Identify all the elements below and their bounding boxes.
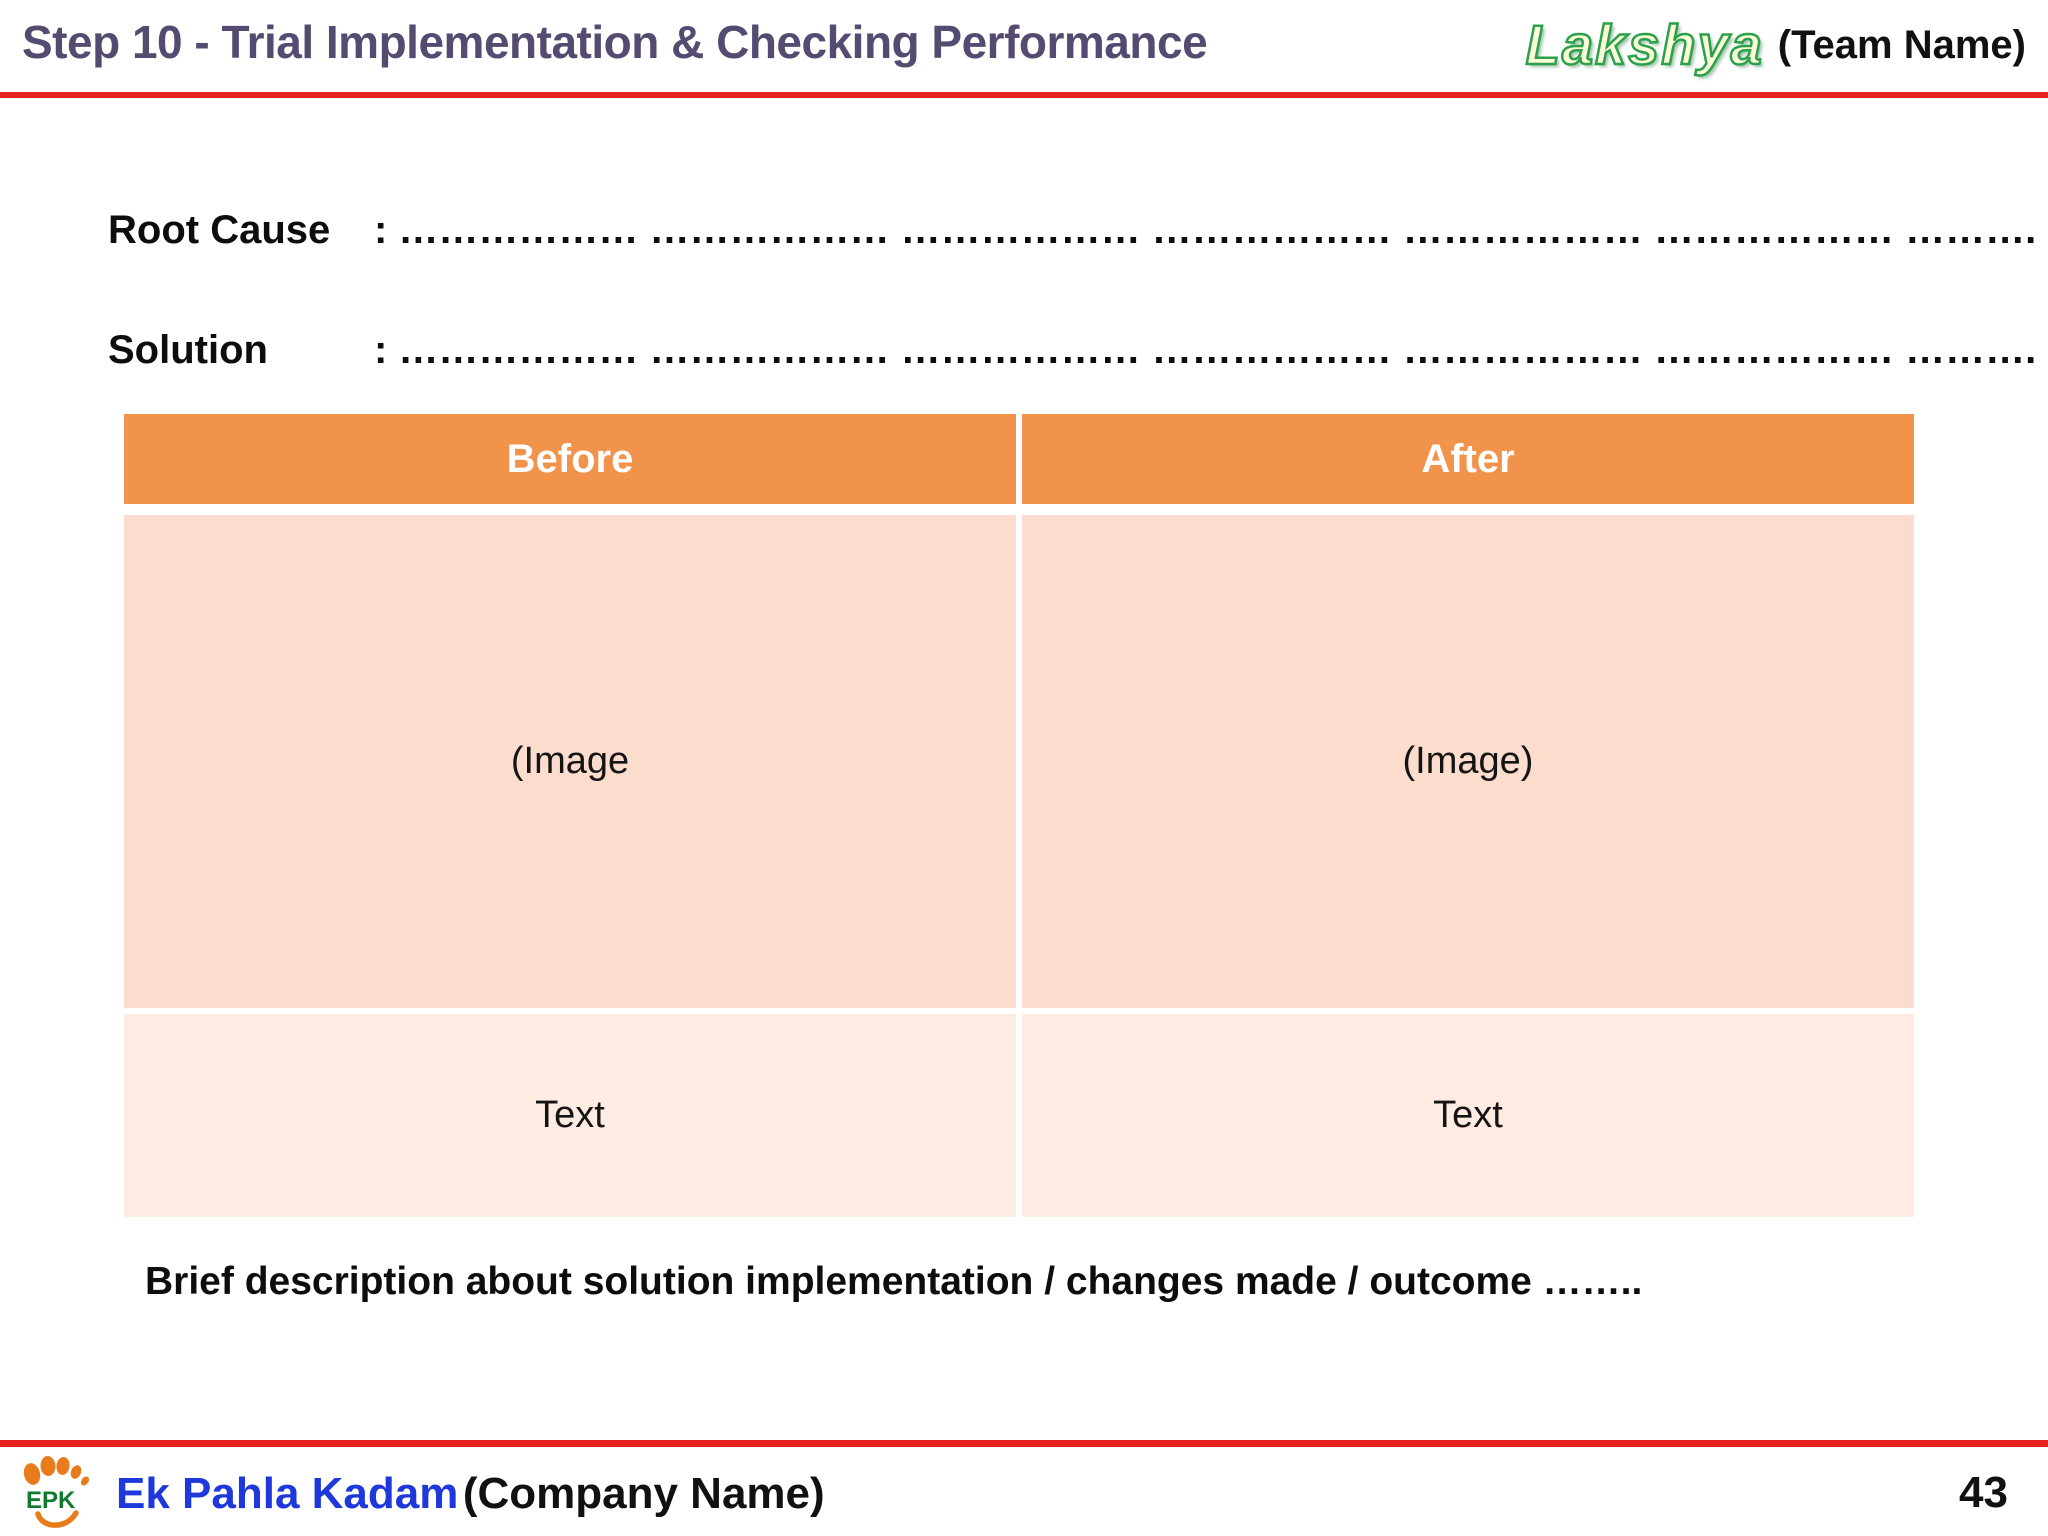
table-header-before: Before xyxy=(124,414,1016,504)
solution-label: Solution xyxy=(108,328,268,372)
team-name-label: (Team Name) xyxy=(1777,22,2026,67)
epk-logo-text: EPK xyxy=(26,1487,76,1514)
slide-footer: EPK Ek Pahla Kadam (Company Name) xyxy=(18,1456,825,1532)
epk-foot-logo-icon: EPK xyxy=(23,1456,90,1528)
root-cause-value: : ……………… ……………… ……………… ……………… ……………… ………… xyxy=(374,208,2037,252)
header-divider-line xyxy=(0,92,2048,98)
before-text-placeholder: Text xyxy=(124,1014,1016,1217)
page-number: 43 xyxy=(1959,1468,2008,1517)
after-text-placeholder: Text xyxy=(1022,1014,1914,1217)
root-cause-label: Root Cause xyxy=(108,208,331,252)
company-name: Ek Pahla Kadam xyxy=(116,1469,459,1518)
table-header-row: Before After xyxy=(124,414,1914,504)
company-name-label: (Company Name) xyxy=(462,1469,825,1518)
root-cause-line: Root Cause : ……………… ……………… ……………… ……………… … xyxy=(108,208,2036,253)
company-line: Ek Pahla Kadam (Company Name) xyxy=(116,1469,825,1519)
footer-divider-line xyxy=(0,1440,2048,1447)
brief-description: Brief description about solution impleme… xyxy=(145,1260,1643,1303)
after-image-placeholder: (Image) xyxy=(1022,515,1914,1008)
before-image-placeholder: (Image xyxy=(124,515,1016,1008)
table-image-row: (Image (Image) xyxy=(124,515,1914,1008)
page-title: Step 10 - Trial Implementation & Checkin… xyxy=(22,16,1208,68)
table-text-row: Text Text xyxy=(124,1014,1914,1217)
solution-value: : ……………… ……………… ……………… ……………… ……………… ………… xyxy=(374,328,2037,372)
team-branding: Lakshya (Team Name) xyxy=(1524,13,2026,77)
before-after-table: Before After (Image (Image) Text Text xyxy=(124,414,1914,1217)
lakshya-logo: Lakshya xyxy=(1524,13,1764,77)
solution-line: Solution : ……………… ……………… ……………… ……………… ……… xyxy=(108,328,2036,373)
table-header-after: After xyxy=(1022,414,1914,504)
slide-header: Step 10 - Trial Implementation & Checkin… xyxy=(22,10,2026,77)
